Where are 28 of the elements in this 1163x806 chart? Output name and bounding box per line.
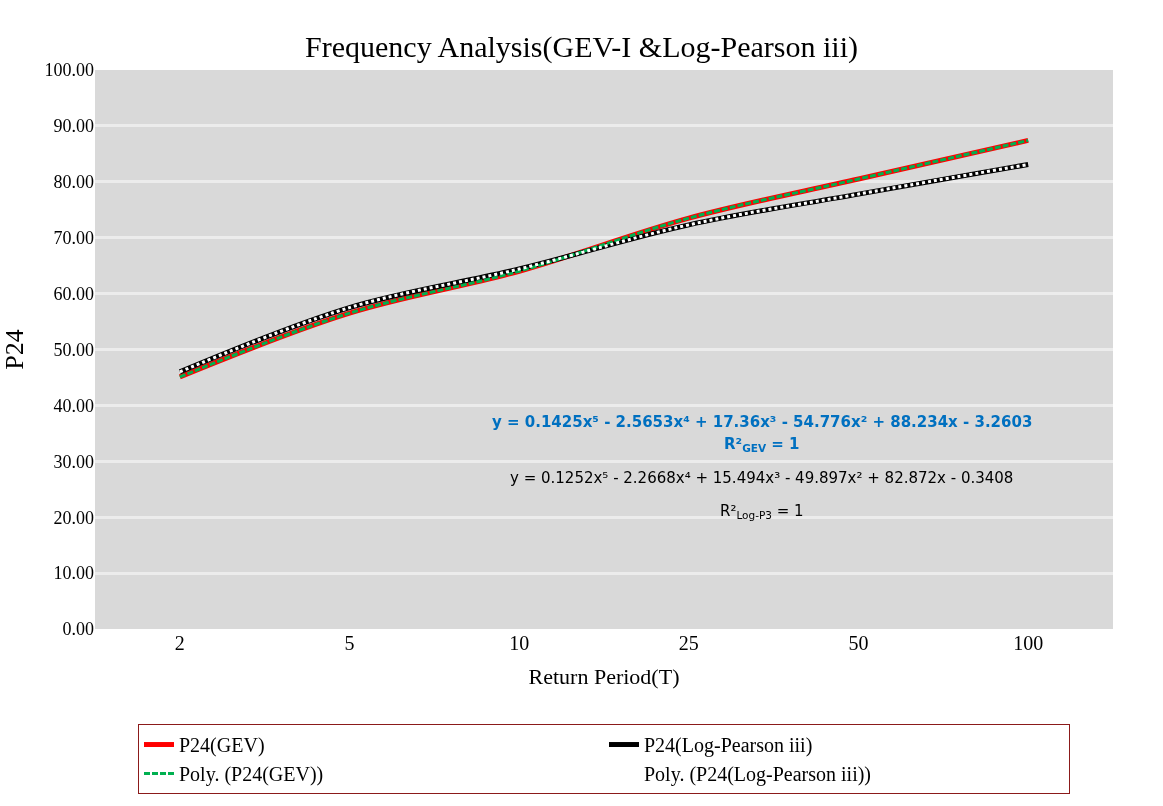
y-tick-label: 20.00 (53, 507, 94, 528)
x-axis-title: Return Period(T) (528, 663, 680, 689)
y-tick-label: 100.00 (44, 60, 94, 81)
annotation: R²$_{GEV}$ = 1 (724, 435, 800, 455)
legend-label: P24(Log-Pearson iii) (644, 734, 813, 758)
y-tick-label: 40.00 (53, 395, 94, 416)
annotation: y = 0.1252x⁵ - 2.2668x⁴ + 15.494x³ - 49.897x² + 82.872x - 0.3408 (510, 469, 1014, 487)
y-tick-label: 0.00 (62, 619, 94, 640)
x-tick-label: 10 (509, 632, 530, 654)
y-axis-title: P24 (0, 329, 29, 370)
chart-title: Frequency Analysis(GEV-I &Log-Pearson iii) (305, 30, 858, 65)
annotation: R²$_{Log-P3}$ = 1 (720, 502, 804, 522)
x-tick-label: 50 (848, 632, 869, 654)
x-tick-label: 25 (678, 632, 699, 654)
x-tick-label: 5 (344, 632, 355, 654)
legend-label: P24(GEV) (179, 734, 265, 758)
legend-label: Poly. (P24(GEV)) (179, 763, 324, 787)
x-tick-label: 100 (1013, 632, 1044, 654)
x-tick-label: 2 (174, 632, 185, 654)
y-tick-label: 50.00 (53, 339, 94, 360)
y-tick-label: 90.00 (53, 116, 94, 137)
y-tick-label: 10.00 (53, 563, 94, 584)
text: Poly. (P24(Log-Pearson iii)) (644, 763, 872, 787)
y-tick-label: 70.00 (53, 228, 94, 248)
annotation: y = 0.1425x⁵ - 2.5653x⁴ + 17.36x³ - 54.776x² + 88.234x - 3.2603 (492, 413, 1033, 431)
y-tick-label: 80.00 (53, 172, 94, 193)
y-tick-label: 60.00 (53, 283, 94, 304)
y-tick-label: 30.00 (53, 451, 94, 472)
